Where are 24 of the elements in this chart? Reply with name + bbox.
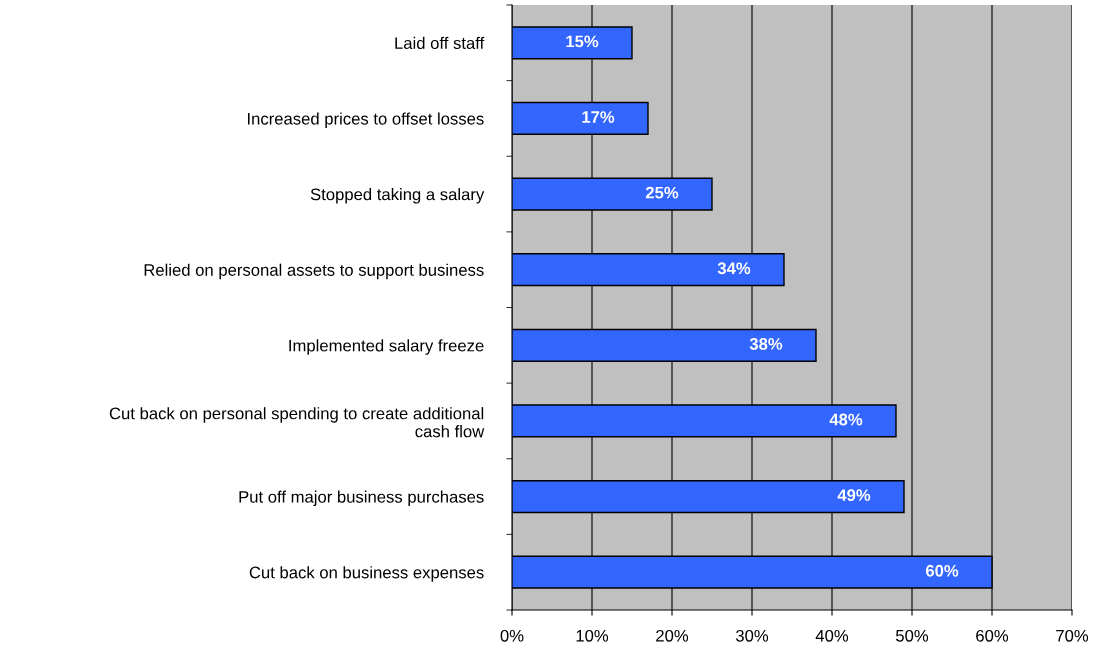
y-tick-label: Increased prices to offset losses — [247, 112, 484, 128]
x-tick-label: 40% — [815, 629, 849, 642]
x-tick-label: 70% — [1056, 629, 1089, 642]
x-tick-label: 10% — [576, 629, 609, 642]
y-tick-label: Cut back on personal spending to create additional cash flow — [109, 407, 485, 438]
x-tick-label: 60% — [976, 629, 1009, 642]
y-tick-label: Stopped taking a salary — [310, 188, 485, 204]
x-tick-label: 20% — [656, 629, 689, 642]
data-label: 17% — [582, 111, 615, 123]
x-tick-label: 50% — [895, 629, 929, 642]
y-tick-label: Put off major business purchases — [239, 490, 484, 507]
data-label: 38% — [749, 337, 783, 350]
y-tick-label: Implemented salary freeze — [289, 339, 484, 355]
data-label: 25% — [645, 186, 679, 199]
data-label: 49% — [837, 489, 871, 502]
data-label: 34% — [717, 262, 751, 275]
data-label: 48% — [829, 413, 863, 426]
data-label: 60% — [925, 564, 959, 577]
y-tick-label: Relied on personal assets to support business — [144, 263, 484, 280]
data-label: 15% — [566, 35, 599, 48]
x-tick-label: 0% — [500, 629, 524, 642]
x-tick-label: 30% — [735, 629, 769, 642]
y-tick-label: Laid off staff — [395, 36, 485, 50]
y-tick-label: Cut back on business expenses — [249, 566, 484, 582]
